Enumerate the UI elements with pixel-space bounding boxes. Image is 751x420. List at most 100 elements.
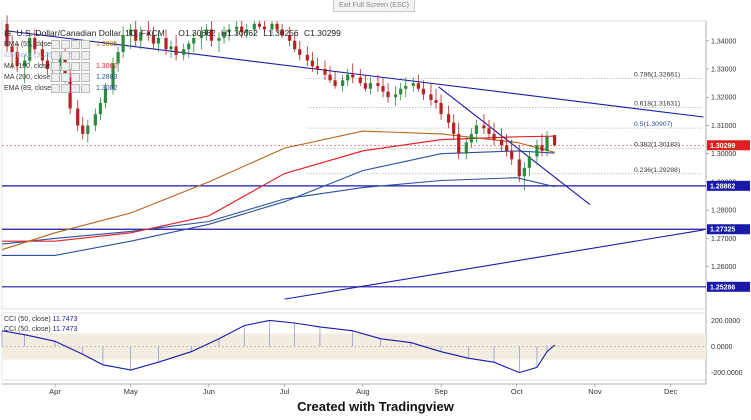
candle-body	[298, 49, 302, 55]
support-level-tag	[707, 180, 750, 191]
fib-level-label: 0.382(1.30183)	[634, 142, 680, 149]
candle-body	[15, 52, 19, 67]
support-level-label: 1.27325	[710, 227, 735, 234]
candle-body	[199, 35, 203, 38]
candle-body	[45, 60, 50, 69]
cci-line	[1, 319, 555, 374]
fib-level-label: 0.5(1.30907)	[634, 121, 673, 128]
support-level-label: 1.28862	[710, 183, 735, 190]
candle-body	[457, 133, 461, 154]
candle-body	[262, 26, 267, 30]
candle-body	[209, 29, 214, 41]
candle-body	[275, 23, 279, 30]
fib-level-label: 0.236(1.29288)	[634, 167, 680, 174]
y-tick-label: 1.32000	[711, 95, 736, 102]
cci-tick-label: 200.0000	[711, 318, 740, 325]
fib-level-label: 0.618(1.31631)	[634, 101, 680, 108]
candle-body	[323, 69, 327, 75]
candle-body	[545, 136, 549, 151]
y-tick-label: 1.30000	[711, 151, 736, 158]
x-tick-label: Sep	[434, 387, 447, 396]
x-tick-label: Dec	[664, 387, 678, 396]
cci-legend-1[interactable]: CCI (50, close) 11.7473	[4, 316, 78, 323]
candle-body	[121, 35, 125, 53]
candle-body	[363, 83, 367, 89]
current-price-tag	[707, 140, 750, 151]
support-level-tag	[707, 281, 750, 292]
x-tick-label: Nov	[588, 387, 602, 396]
candle-body	[86, 125, 90, 134]
candle-body	[222, 32, 226, 38]
candle-body	[81, 125, 85, 134]
cci-tick-label: -200.0000	[711, 370, 743, 377]
candle-body	[447, 114, 451, 123]
candle-body	[245, 29, 249, 33]
indicator-legend-ema55[interactable]: EMA (55, close) 1.3005	[4, 40, 118, 49]
candle-body	[98, 102, 103, 115]
x-tick-label: Jul	[280, 387, 290, 396]
candle-body	[5, 23, 9, 47]
candle-body	[240, 26, 244, 33]
candle-body	[492, 133, 496, 140]
candle-body	[235, 26, 239, 30]
candle-body	[346, 74, 350, 81]
y-tick-label: 1.34000	[711, 38, 736, 45]
candle-body	[540, 145, 544, 151]
cci-legend-2[interactable]: CCI (50, close) 11.7473	[4, 326, 78, 333]
candle-body	[288, 35, 292, 41]
price-pane	[1, 20, 707, 310]
x-tick-label: Aug	[356, 387, 369, 396]
ohlc-open: O1.30662	[178, 28, 216, 38]
x-tick-label: Jun	[203, 387, 215, 396]
candle-body	[227, 29, 231, 33]
candle-body	[333, 80, 337, 86]
candle-body	[469, 133, 473, 143]
y-tick-label: 1.33000	[711, 67, 736, 74]
cci-tick-label: 0.0000	[711, 344, 733, 351]
indicator-legend-ma100[interactable]: MA (100, close) 1.3062	[4, 62, 118, 71]
ohlc-high: H1.30662	[220, 28, 258, 38]
candle-body	[535, 145, 539, 157]
credit-caption: Created with Tradingview	[297, 399, 454, 414]
candle-body	[500, 139, 504, 146]
x-tick-label: Apr	[49, 387, 61, 396]
candle-body	[368, 83, 373, 89]
indicator-legend-ema89[interactable]: EMA (89, close) 1.3002	[4, 84, 118, 93]
support-level-tag	[707, 224, 750, 235]
y-tick-label: 1.27000	[711, 236, 736, 243]
candle-body	[517, 159, 521, 177]
chart-menu-icon[interactable]: ⊟	[4, 28, 12, 38]
candle-body	[23, 60, 27, 67]
ohlc-close: C1.30299	[304, 28, 341, 38]
candle-body	[151, 35, 155, 44]
candle-body	[252, 23, 256, 30]
candle-body	[553, 135, 557, 146]
candle-body	[434, 100, 438, 103]
trendline	[284, 229, 704, 300]
candle-body	[381, 85, 385, 92]
y-tick-label: 1.31000	[711, 123, 736, 130]
candle-body	[192, 37, 196, 44]
candle-body	[358, 77, 362, 84]
indicator-legend-ma200[interactable]: MA (200, close) 1.2883	[4, 73, 118, 82]
candle-body	[404, 85, 408, 89]
candle-body	[474, 125, 478, 134]
candle-body	[164, 37, 168, 50]
candle-body	[58, 57, 62, 67]
candle-body	[204, 29, 208, 36]
indicator-legend-ichimoku[interactable]: Ichimoku (9, 26, 52, 26)	[4, 51, 90, 60]
candle-body	[487, 128, 491, 134]
candle-body	[386, 91, 390, 98]
candle-body	[394, 94, 398, 98]
exit-fullscreen-button[interactable]: Exit Full Screen (ESC)	[333, 0, 415, 12]
candle-body	[429, 94, 433, 101]
x-tick-label: Oct	[511, 387, 524, 396]
candle-body	[305, 54, 309, 61]
candle-body	[510, 150, 514, 160]
candle-body	[527, 156, 531, 168]
candle-body	[139, 32, 143, 41]
candle-body	[280, 29, 284, 36]
candle-body	[129, 29, 133, 36]
candle-body	[40, 49, 44, 61]
